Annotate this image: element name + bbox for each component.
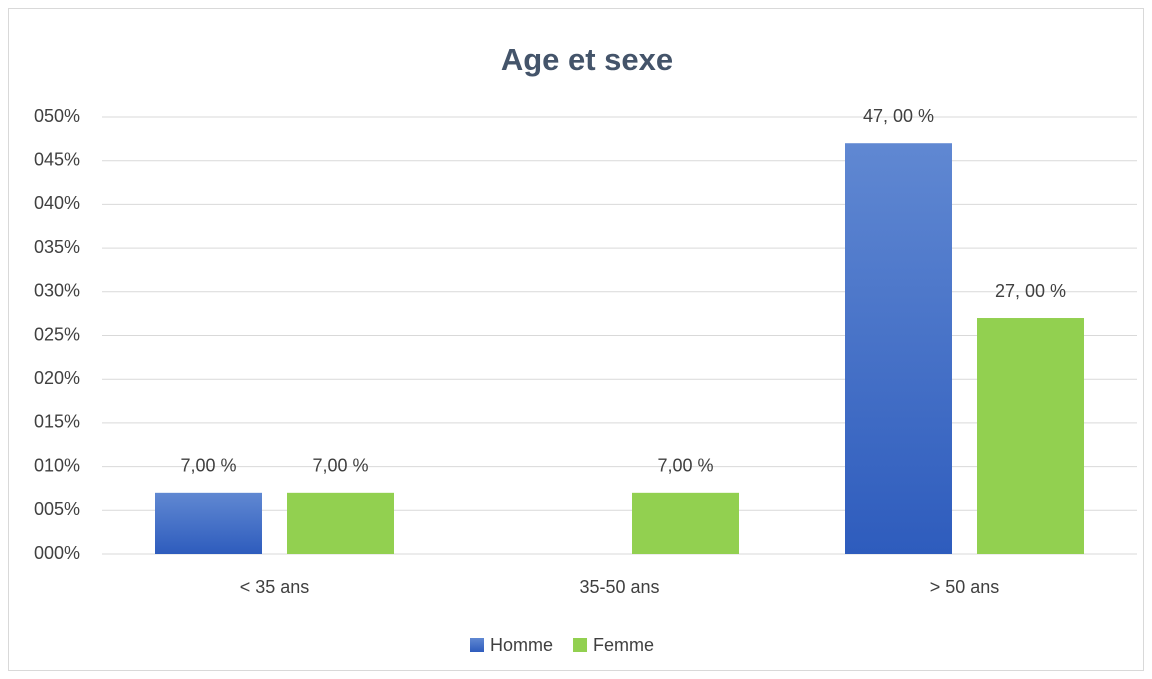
- legend-label: Femme: [593, 635, 654, 655]
- bar: [632, 492, 739, 554]
- y-tick-label: 020%: [34, 368, 80, 388]
- chart-title: Age et sexe: [501, 42, 673, 77]
- data-label: 7,00 %: [312, 456, 368, 476]
- y-tick-label: 030%: [34, 281, 80, 301]
- y-tick-label: 005%: [34, 499, 80, 519]
- bar: [845, 143, 952, 554]
- x-tick-label: > 50 ans: [930, 577, 1000, 597]
- y-tick-label: 040%: [34, 193, 80, 213]
- legend-label: Homme: [490, 635, 553, 655]
- data-label: 27, 00 %: [995, 281, 1066, 301]
- legend-swatch: [573, 638, 588, 652]
- y-tick-label: 025%: [34, 324, 80, 344]
- y-tick-label: 045%: [34, 149, 80, 169]
- bar: [977, 318, 1084, 554]
- data-label: 7,00 %: [180, 456, 236, 476]
- y-tick-label: 035%: [34, 237, 80, 257]
- data-label: 47, 00 %: [863, 106, 934, 126]
- y-tick-label: 015%: [34, 412, 80, 432]
- y-tick-label: 000%: [34, 543, 80, 563]
- data-label: 7,00 %: [657, 456, 713, 476]
- bar: [155, 492, 262, 554]
- chart-border: [8, 8, 1144, 671]
- x-tick-label: 35-50 ans: [579, 577, 659, 597]
- x-tick-label: < 35 ans: [240, 577, 310, 597]
- y-tick-label: 050%: [34, 106, 80, 126]
- legend-swatch: [470, 638, 484, 652]
- y-tick-label: 010%: [34, 455, 80, 475]
- bar: [287, 492, 394, 554]
